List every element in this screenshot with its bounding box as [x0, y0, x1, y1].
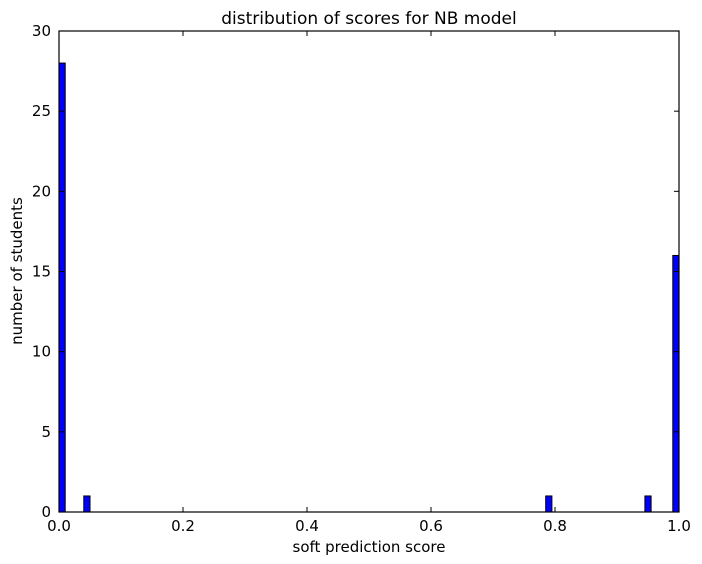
y-tick-label: 20: [32, 182, 51, 200]
x-axis-label: soft prediction score: [293, 538, 446, 556]
x-tick-label: 1.0: [667, 517, 691, 535]
histogram-bar-1: [83, 495, 91, 513]
x-tick-label: 0.0: [47, 517, 71, 535]
ticks-group: 0.0 0.2 0.4 0.6 0.8 1.0 0 5 10 15 20 25 30: [32, 22, 691, 535]
y-tick-label: 25: [32, 102, 51, 120]
histogram-bar-4: [672, 254, 680, 513]
bars-group: [58, 62, 680, 513]
x-tick-label: 0.2: [171, 517, 195, 535]
histogram-bar-2: [545, 495, 553, 513]
y-tick-label: 0: [41, 503, 51, 521]
y-tick-label: 10: [32, 343, 51, 361]
y-axis-label: number of students: [8, 197, 26, 345]
histogram-bar-0: [58, 62, 66, 513]
y-tick-label: 5: [41, 423, 51, 441]
y-tick-label: 30: [32, 22, 51, 40]
x-tick-label: 0.8: [543, 517, 567, 535]
chart-title: distribution of scores for NB model: [221, 9, 517, 29]
y-tick-label: 15: [32, 263, 51, 281]
histogram-bar-3: [644, 495, 652, 513]
x-tick-label: 0.4: [295, 517, 319, 535]
x-tick-label: 0.6: [419, 517, 443, 535]
plot-frame: [58, 30, 680, 513]
